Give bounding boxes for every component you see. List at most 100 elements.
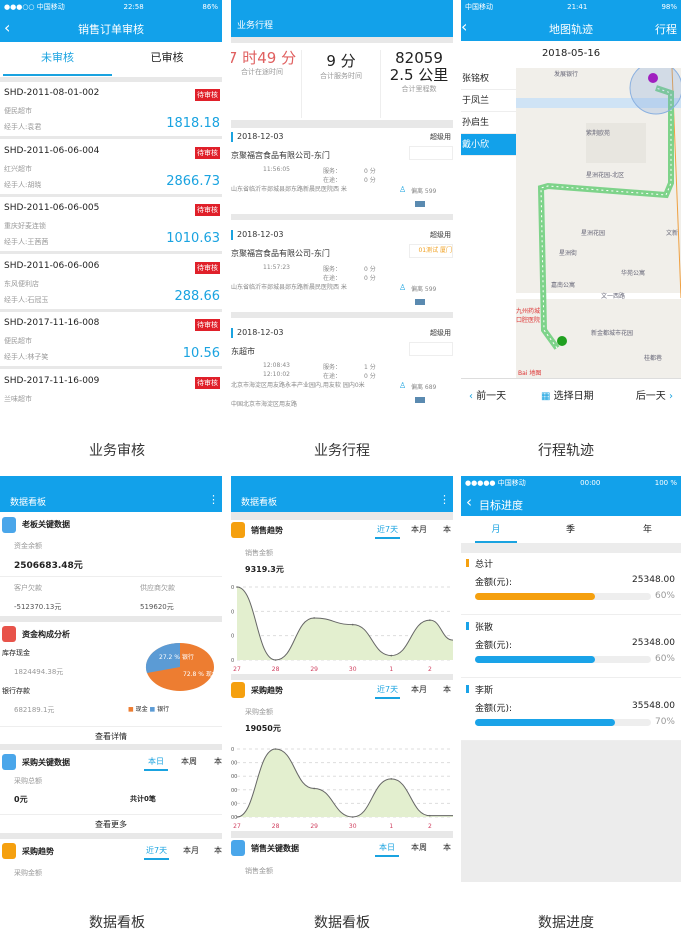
item-name: 李斯 [475,686,494,696]
order-row[interactable]: SHD-2011-08-01-002 待审核 便民超市 经手人:袁君 1818.… [0,84,222,139]
target-item: 李斯 金额(元): 35548.00 70% [461,679,681,741]
progress-percent: 60% [654,591,675,601]
arrive-time: 11:57:23 [263,264,290,271]
pick-label: 选择日期 [553,391,594,402]
y-tick-label: 00 [231,801,237,807]
divider [231,674,453,680]
status-badge: 待审核 [195,89,220,101]
tab-reviewed[interactable]: 已审核 [150,51,184,64]
trip-link[interactable]: 行程 [655,23,677,36]
divider [0,616,222,622]
trip-address: 山东省临沂市郯城县郯东路新晨民医院西 米 [231,284,347,291]
series-area [237,749,453,817]
order-row[interactable]: SHD-2017-11-16-009 待审核 兰味超市 [0,372,222,409]
map-label: 文一西路 [601,293,626,300]
data-point [313,787,315,790]
tab-month[interactable]: 本月 [411,685,427,694]
sales-trend-chart: 0 0 0 0 27 28 29 30 1 2 [231,585,453,673]
status-badge: 待审核 [195,204,220,216]
status-bar: 中国移动 21:41 98% [461,0,681,14]
stat-transit-time: 7 时49 分 合计在途时间 [231,50,297,77]
stat-label: 合计在途时间 [241,68,283,76]
person-item[interactable]: 于凤兰 [461,90,516,112]
order-row[interactable]: SHD-2017-11-16-008 待审核 便民超市 经手人:林子笑 10.5… [0,314,222,369]
progress-fill [475,719,615,726]
photo-icon[interactable] [415,397,425,403]
bottom-bar: ‹ 前一天 ▦ 选择日期 后一天 › [461,378,681,408]
order-row[interactable]: SHD-2011-06-06-006 待审核 东风便利店 经手人:石冠玉 288… [0,257,222,312]
receivable-value: -512370.13元 [14,603,62,611]
progress-track [475,719,651,726]
sales-data-icon [231,840,245,856]
amount-label: 金额(元): [475,704,513,714]
tab-7days[interactable]: 近7天 [375,684,401,699]
pick-date-button[interactable]: ▦ 选择日期 [541,387,594,402]
view-details-button[interactable]: 查看详情 [0,726,222,742]
x-tick-label: 2 [428,823,432,830]
stat-service-time: 9 分 合计服务时间 [301,50,381,118]
x-tick-label: 28 [272,823,280,830]
order-row[interactable]: SHD-2011-06-06-005 待审核 重庆好麦连锁 经手人:王茜茜 10… [0,199,222,254]
tab-more[interactable]: 本 [443,685,451,694]
menu-icon[interactable]: ⋮ [439,493,450,506]
status-badge: 待审核 [195,319,220,331]
photo-icon[interactable] [415,299,425,305]
tab-7days[interactable]: 近7天 [144,845,170,860]
tab-month[interactable]: 本月 [411,525,427,534]
trip-deviation: 偏离 689 [411,384,437,391]
tab-more[interactable]: 本 [214,757,222,766]
menu-icon[interactable]: ⋮ [208,493,219,506]
accent-bar [231,132,233,142]
order-id: SHD-2017-11-16-009 [4,375,100,386]
x-tick-label: 30 [349,666,357,673]
start-pin-icon [648,73,658,83]
section-title: 销售趋势 [251,526,283,535]
tab-week[interactable]: 本周 [411,843,427,852]
caption: 行程轨迹 [538,443,594,459]
y-tick-label: 0 [231,634,234,640]
transit-label: 在途： [323,373,342,380]
store-name: 便民超市 [4,107,32,115]
x-tick-label: 2 [428,666,432,673]
trip-card[interactable]: 2018-12-03 超级用 东超市 12:08:43 12:10:02 服务：… [231,324,453,408]
person-item[interactable]: 戴小欣 [461,134,516,156]
prev-day-button[interactable]: ‹ 前一天 [469,387,506,402]
back-icon[interactable]: ‹ [466,493,472,511]
screen-map-track: 中国移动 21:41 98% ‹ 地图轨迹 行程 2018-05-16 张铭权 于凤兰… [461,0,681,408]
trip-card[interactable]: 2018-12-03 超级用 京聚福宫食品有限公司-东门 11:56:05 服务… [231,128,453,220]
store-name: 红兴超市 [4,164,32,173]
back-icon[interactable]: ‹ [4,18,11,37]
trip-card[interactable]: 2018-12-03 超级用 京聚福宫食品有限公司-东门 01测试 厦门 11:… [231,226,453,318]
person-item[interactable]: 孙启生 [461,112,516,134]
tab-pending[interactable]: 未审核 [3,42,112,76]
tab-more[interactable]: 本 [443,843,451,852]
view-more-button[interactable]: 查看更多 [0,814,222,830]
tab-month[interactable]: 本月 [183,846,199,855]
tab-today[interactable]: 本日 [144,756,168,771]
tab-month[interactable]: 月 [475,522,517,543]
tab-more[interactable]: 本 [214,846,222,855]
page-title: 数据看板 [10,498,47,508]
divider [0,833,222,839]
map[interactable]: 发展银行 紫荆欧苑 星洲花园-北区 星洲花园 星洲街 嘉南公寓 华苑公寓 文一西路 新金都城市花… [516,61,681,378]
photo-icon[interactable] [415,201,425,207]
tab-more[interactable]: 本 [443,525,451,534]
next-day-button[interactable]: 后一天 › [636,387,673,402]
order-row[interactable]: SHD-2011-06-06-004 待审核 红兴超市 经手人:胡晓 2866.… [0,142,222,197]
map-label: 九州药城 口腔医院 [516,308,541,324]
person-item[interactable]: 张铭权 [461,68,516,90]
fund-pie-chart: 27.2 % 银行 72.8 % 现金 [145,642,215,691]
x-tick-label: 27 [233,823,241,830]
screen-order-review: ●●●○○ 中国移动 22:58 86% ‹ 销售订单审核 未审核 已审核 SHD-… [0,0,222,408]
tab-today[interactable]: 本日 [375,842,399,857]
sales-label: 销售金额 [245,549,273,557]
tab-7days[interactable]: 近7天 [375,524,401,539]
tab-week[interactable]: 本周 [181,757,197,766]
tab-year[interactable]: 年 [643,525,653,535]
transit-label: 在途： [323,177,342,184]
data-point [390,654,393,657]
map-label: 发展银行 [554,71,579,78]
tab-quarter[interactable]: 季 [566,525,576,535]
back-icon[interactable]: ‹ [461,17,468,36]
